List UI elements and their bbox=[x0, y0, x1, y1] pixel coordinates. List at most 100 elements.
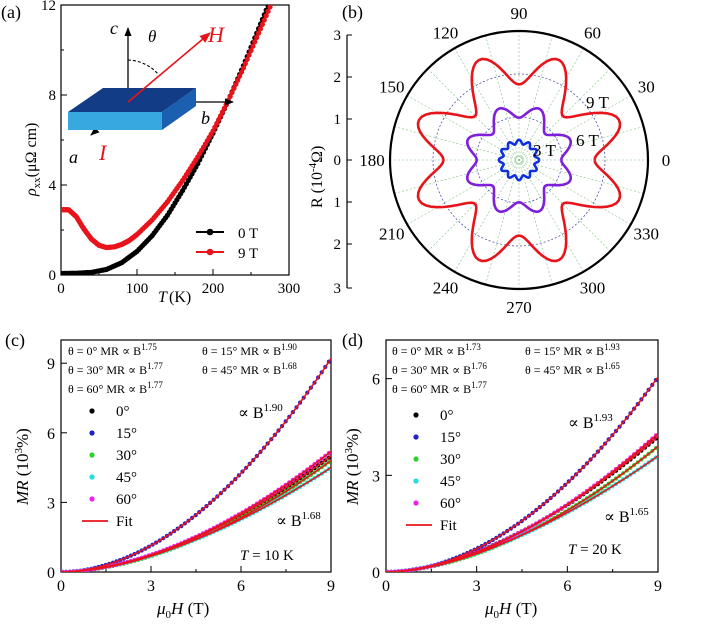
b-angle-label: 90 bbox=[511, 4, 528, 23]
c-equation-4: θ = 60° MR ∝ B1.77 bbox=[68, 380, 163, 396]
sample-slab-side bbox=[162, 88, 196, 130]
c-ytick-label: 0 bbox=[47, 565, 55, 582]
d-legend-marker-2 bbox=[413, 456, 419, 462]
d-equation-1: θ = 15° MR ∝ B1.93 bbox=[525, 342, 620, 358]
d-equation-0: θ = 0° MR ∝ B1.73 bbox=[392, 342, 481, 358]
d-legend-marker-4 bbox=[413, 500, 419, 506]
polar-frame bbox=[388, 29, 650, 291]
c-ylabel: MR (103%) bbox=[13, 428, 32, 506]
c-legend-fit-label: Fit bbox=[116, 514, 134, 530]
panel-d: 0 3 6 9 0 3 6 θ = 0° MR ∝ B1.73 θ = 15° MR ∝ B1… bbox=[343, 339, 662, 621]
b-ring-label-9T: 9 T bbox=[586, 93, 609, 112]
d-xlabel: μ0H (T) bbox=[484, 599, 537, 621]
b-ring-label-6T: 6 T bbox=[576, 131, 599, 150]
d-legend-marker-0 bbox=[413, 412, 419, 418]
c-xtick-label: 3 bbox=[147, 578, 155, 595]
legend-marker-0T bbox=[206, 228, 214, 236]
d-legend-marker-3 bbox=[413, 478, 419, 484]
c-xtick-label: 0 bbox=[57, 578, 65, 595]
b-angle-label: 240 bbox=[433, 278, 459, 297]
b-ring-label-3T: 3 T bbox=[533, 141, 556, 160]
d-annotation-high: ∝ B1.93 bbox=[568, 412, 613, 432]
b-rtick-label: 2 bbox=[334, 70, 342, 86]
d-temperature: T = 20 K bbox=[568, 542, 622, 558]
b-rtick-label: 3 bbox=[334, 281, 342, 297]
c-xtick-label: 6 bbox=[237, 578, 245, 595]
c-equation-3: θ = 45° MR ∝ B1.68 bbox=[202, 361, 297, 377]
legend-marker-9T bbox=[206, 248, 214, 256]
c-legend-marker-3 bbox=[89, 474, 95, 480]
b-angle-label: 210 bbox=[379, 225, 405, 244]
d-legend-label-0: 0° bbox=[440, 408, 454, 424]
b-angle-label: 150 bbox=[379, 78, 405, 97]
a-ytick-label: 12 bbox=[41, 0, 56, 14]
c-legend-label-1: 15° bbox=[116, 426, 137, 442]
d-xtick-label: 9 bbox=[654, 578, 662, 595]
d-fit-line-4 bbox=[386, 432, 658, 572]
legend-a: 0 T 9 T bbox=[196, 226, 258, 262]
b-rtick-label: 2 bbox=[334, 237, 342, 253]
c-legend-label-4: 60° bbox=[116, 492, 137, 508]
b-rtick-label: 0 bbox=[334, 153, 342, 169]
a-xlabel-unit: (K) bbox=[169, 289, 191, 306]
c-equation-2: θ = 30° MR ∝ B1.77 bbox=[68, 361, 163, 377]
panel-label-c: (c) bbox=[5, 330, 25, 351]
d-ylabel: MR (103%) bbox=[343, 428, 362, 506]
b-angle-label: 60 bbox=[584, 24, 601, 43]
b-angle-label: 30 bbox=[638, 78, 655, 97]
a-xlabel: T bbox=[158, 289, 168, 306]
b-rtick-label: 3 bbox=[334, 28, 342, 44]
legend-label-0T: 0 T bbox=[238, 226, 258, 242]
sample-slab-top bbox=[68, 88, 196, 112]
d-legend-fit-label: Fit bbox=[440, 518, 458, 534]
a-point-1 bbox=[271, 0, 276, 1]
d-xtick-label: 3 bbox=[473, 578, 481, 595]
panel-label-d: (d) bbox=[342, 330, 363, 351]
d-legend-label-1: 15° bbox=[440, 430, 461, 446]
d-xtick-label: 0 bbox=[382, 578, 390, 595]
panel-c: 0 3 6 9 0 3 6 9 θ = 0° MR ∝ B1.75 θ = 15° MR ∝ B… bbox=[13, 339, 335, 621]
c-ytick-label: 3 bbox=[47, 495, 55, 512]
inset-I-label: I bbox=[98, 140, 108, 165]
inset-schematic: c θ H b a I bbox=[68, 18, 234, 167]
a-xtick-label: 100 bbox=[126, 281, 149, 297]
b-angle-label: 120 bbox=[433, 24, 459, 43]
b-angle-label: 270 bbox=[506, 298, 532, 317]
c-equation-1: θ = 15° MR ∝ B1.90 bbox=[202, 342, 297, 358]
c-xtick-label: 9 bbox=[327, 578, 335, 595]
c-legend-label-0: 0° bbox=[116, 404, 130, 420]
inset-H-label: H bbox=[207, 22, 225, 47]
b-angle-label: 300 bbox=[580, 278, 606, 297]
b-grid-ring bbox=[432, 73, 606, 247]
a-xtick-label: 300 bbox=[278, 281, 301, 297]
c-legend-marker-2 bbox=[89, 452, 95, 458]
b-rtick-label: 1 bbox=[334, 112, 342, 128]
c-ytick-label: 9 bbox=[47, 356, 55, 373]
d-ytick-label: 0 bbox=[372, 565, 380, 582]
a-ytick-label: 4 bbox=[49, 178, 57, 194]
b-angle-label: 180 bbox=[359, 151, 385, 170]
c-legend-marker-1 bbox=[89, 430, 95, 436]
d-equation-3: θ = 45° MR ∝ B1.65 bbox=[525, 361, 620, 377]
c-legend-label-2: 30° bbox=[116, 448, 137, 464]
d-equation-4: θ = 60° MR ∝ B1.77 bbox=[392, 380, 487, 396]
a-xtick-label: 200 bbox=[202, 281, 225, 297]
b-rtick-label: 1 bbox=[334, 195, 342, 211]
b-grid-spoke bbox=[394, 126, 644, 194]
d-legend-label-4: 60° bbox=[440, 496, 461, 512]
inset-c-label: c bbox=[110, 18, 118, 38]
inset-a-label: a bbox=[69, 147, 78, 167]
d-legend-label-2: 30° bbox=[440, 452, 461, 468]
c-legend-label-3: 45° bbox=[116, 470, 137, 486]
d-legend-label-3: 45° bbox=[440, 474, 461, 490]
d-annotation-low: ∝ B1.65 bbox=[604, 506, 649, 526]
c-fit-line-1 bbox=[61, 358, 331, 572]
b-angle-label: 330 bbox=[634, 225, 660, 244]
c-equation-0: θ = 0° MR ∝ B1.75 bbox=[68, 342, 157, 358]
d-equation-2: θ = 30° MR ∝ B1.76 bbox=[392, 361, 487, 377]
c-temperature: T = 10 K bbox=[240, 548, 294, 564]
sample-slab-front bbox=[68, 112, 162, 130]
legend-label-9T: 9 T bbox=[238, 246, 258, 262]
